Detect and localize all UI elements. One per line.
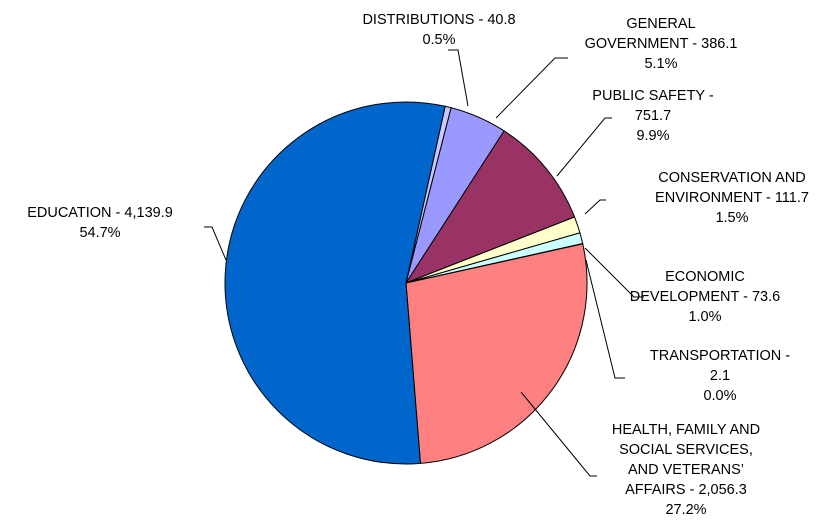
slice-label-line: TRANSPORTATION - (650, 348, 790, 364)
pie-slice-public-safety (404, 130, 576, 285)
slice-label-line: 1.0% (688, 309, 721, 325)
slice-label-line: DISTRIBUTIONS - 40.8 (362, 12, 515, 28)
slice-label: TRANSPORTATION - 2.1 0.0% (650, 348, 790, 404)
leader-lines (204, 49, 644, 477)
slice-label: EDUCATION - 4,139.9 54.7% (27, 205, 173, 241)
pie-slice-health-family-and-social-services-and-veterans-affairs (405, 243, 588, 464)
slice-label-line: 5.1% (644, 56, 677, 72)
slice-label-line: CONSERVATION AND (658, 170, 805, 186)
slice-label-line: 2.1 (710, 368, 730, 384)
slice-label-line: 751.7 (635, 108, 671, 124)
slice-label-line: 54.7% (79, 225, 120, 241)
slice-label-line: AND VETERANS’ (628, 462, 744, 478)
slice-label-line: 0.5% (422, 32, 455, 48)
slice-label-line: AFFAIRS - 2,056.3 (625, 482, 747, 498)
slice-label-line: EDUCATION - 4,139.9 (27, 205, 173, 221)
slice-label-line: ENVIRONMENT - 111.7 (655, 190, 809, 206)
leader-line (520, 391, 597, 477)
slice-label-line: SOCIAL SERVICES, (619, 442, 753, 458)
slice-label-line: DEVELOPMENT - 73.6 (630, 289, 780, 305)
leader-line (584, 247, 644, 298)
slice-label-line: 27.2% (665, 502, 706, 518)
leader-line (204, 226, 227, 261)
slice-label-line: 1.5% (715, 210, 748, 226)
slice-label-line: HEALTH, FAMILY AND (612, 422, 760, 438)
slice-label-line: ECONOMIC (665, 269, 745, 285)
slice-label-line: 9.9% (636, 128, 669, 144)
slice-label: ECONOMIC DEVELOPMENT - 73.6 1.0% (630, 269, 780, 325)
data-labels: DISTRIBUTIONS - 40.8 0.5% GENERAL GOVERNMEN… (27, 12, 809, 518)
leader-line (585, 259, 625, 379)
slice-label: GENERAL GOVERNMENT - 386.1 5.1% (585, 16, 738, 72)
leader-line (495, 57, 568, 119)
slice-label: CONSERVATION AND ENVIRONMENT - 111.7 1.5% (655, 170, 809, 226)
slice-label: HEALTH, FAMILY AND SOCIAL SERVICES, AND VE… (612, 422, 760, 518)
slice-label-line: 0.0% (703, 388, 736, 404)
slice-label: DISTRIBUTIONS - 40.8 0.5% (362, 12, 515, 48)
slice-label: PUBLIC SAFETY - 751.7 9.9% (592, 88, 714, 144)
leader-line (448, 49, 469, 107)
slice-label-line: GOVERNMENT - 386.1 (585, 36, 738, 52)
pie-slices (224, 101, 588, 465)
slice-label-line: GENERAL (626, 16, 695, 32)
leader-line (556, 117, 612, 177)
pie-slice-education (224, 101, 446, 465)
leader-line (584, 199, 606, 215)
slice-label-line: PUBLIC SAFETY - (592, 88, 714, 104)
